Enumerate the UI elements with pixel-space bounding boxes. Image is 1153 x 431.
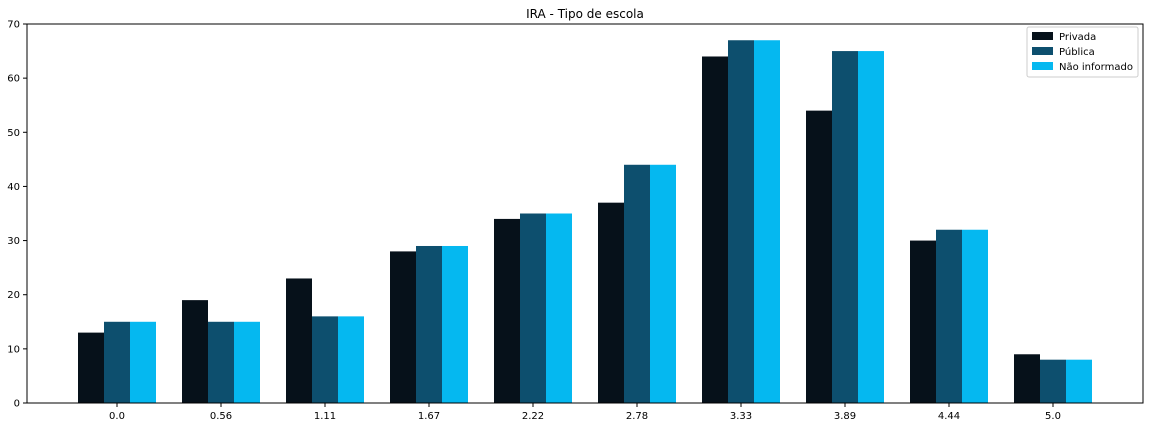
- x-tick-label: 3.33: [730, 411, 752, 422]
- y-tick-label: 0: [14, 399, 20, 410]
- bar-privada-0-0: [78, 332, 104, 403]
- bars-group: [78, 40, 1092, 403]
- bar-p-blica-4-44: [936, 229, 962, 403]
- y-tick-label: 50: [7, 128, 20, 139]
- bar-p-blica-1-11: [312, 316, 338, 403]
- legend-box: [1026, 26, 1139, 78]
- bar-privada-2-22: [494, 218, 520, 403]
- x-tick-label: 1.67: [418, 411, 440, 422]
- bar-privada-3-89: [806, 110, 832, 403]
- legend-swatch: [1032, 62, 1053, 70]
- bar-p-blica-1-67: [416, 245, 442, 403]
- bar-p-blica-2-22: [520, 213, 546, 403]
- y-tick-label: 60: [7, 74, 20, 85]
- x-tick-label: 2.22: [522, 411, 544, 422]
- bar-p-blica-0-56: [208, 321, 234, 403]
- bar-n-o-informado-1-67: [442, 245, 468, 403]
- bar-n-o-informado-2-78: [650, 164, 676, 403]
- x-tick-label: 0.0: [109, 411, 125, 422]
- y-tick-label: 10: [7, 344, 20, 355]
- bar-p-blica-3-89: [832, 51, 858, 403]
- bar-privada-4-44: [910, 240, 936, 403]
- bar-n-o-informado-1-11: [338, 316, 364, 403]
- bar-n-o-informado-2-22: [546, 213, 572, 403]
- plot-frame: [26, 23, 1144, 404]
- bar-privada-2-78: [598, 202, 624, 403]
- y-tick-label: 20: [7, 290, 20, 301]
- chart-title: IRA - Tipo de escola: [526, 7, 644, 21]
- bar-p-blica-0-0: [104, 321, 130, 403]
- bar-p-blica-3-33: [728, 40, 754, 403]
- x-tick-label: 5.0: [1045, 411, 1061, 422]
- x-tick-label: 2.78: [626, 411, 648, 422]
- legend-label: Privada: [1059, 32, 1096, 43]
- bar-n-o-informado-5-0: [1066, 359, 1092, 403]
- bar-privada-1-11: [286, 278, 312, 403]
- bar-n-o-informado-3-33: [754, 40, 780, 403]
- bar-privada-1-67: [390, 251, 416, 403]
- bar-p-blica-5-0: [1040, 359, 1066, 403]
- bar-p-blica-2-78: [624, 164, 650, 403]
- bar-n-o-informado-3-89: [858, 51, 884, 403]
- bar-privada-5-0: [1014, 354, 1040, 403]
- y-tick-label: 30: [7, 236, 20, 247]
- x-tick-label: 0.56: [210, 411, 232, 422]
- y-tick-label: 40: [7, 182, 20, 193]
- bar-n-o-informado-0-0: [130, 321, 156, 403]
- legend-label: Não informado: [1059, 62, 1133, 73]
- bar-n-o-informado-0-56: [234, 321, 260, 403]
- y-axis: 0 10 20 30 40 50 60 70: [7, 20, 27, 410]
- x-tick-label: 1.11: [314, 411, 336, 422]
- x-axis: 0.0 0.56 1.11 1.67 2.22 2.78 3.33 3.89 4.44 5.0: [109, 403, 1061, 422]
- legend-swatch: [1032, 32, 1053, 40]
- x-tick-label: 4.44: [938, 411, 960, 422]
- bar-n-o-informado-4-44: [962, 229, 988, 403]
- legend: Privada Pública Não informado: [1026, 26, 1139, 78]
- legend-label: Pública: [1059, 46, 1095, 58]
- legend-swatch: [1032, 47, 1053, 55]
- y-tick-label: 70: [7, 20, 20, 31]
- x-tick-label: 3.89: [834, 411, 856, 422]
- bar-privada-0-56: [182, 300, 208, 403]
- bar-privada-3-33: [702, 56, 728, 403]
